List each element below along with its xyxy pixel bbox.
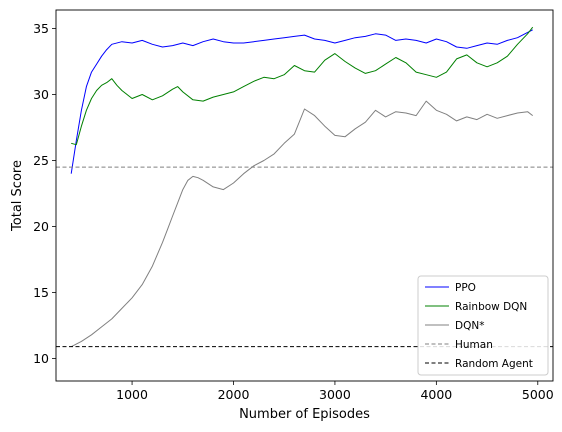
y-tick-label: 15 xyxy=(33,285,49,300)
plot-area xyxy=(56,26,553,348)
series-line-dqn xyxy=(70,100,534,348)
y-tick-label: 20 xyxy=(33,219,49,234)
y-tick-label: 30 xyxy=(33,87,49,102)
series-line-ppo xyxy=(70,29,533,174)
legend: PPO Rainbow DQN DQN* Human Random Agent xyxy=(417,275,549,376)
y-axis-label: Total Score xyxy=(10,160,25,232)
y-tick-label: 35 xyxy=(33,21,49,36)
legend-box xyxy=(417,275,549,376)
series-line-rainbow-dqn xyxy=(71,26,534,146)
legend-entry: DQN* xyxy=(455,320,484,332)
y-axis: 10 15 20 25 30 35 xyxy=(33,21,56,366)
y-tick-label: 10 xyxy=(33,351,49,366)
legend-entry: PPO xyxy=(455,282,476,294)
x-axis: 1000 2000 3000 4000 5000 xyxy=(116,381,554,402)
x-tick-label: 4000 xyxy=(420,387,452,402)
x-tick-label: 3000 xyxy=(319,387,351,402)
x-tick-label: 1000 xyxy=(116,387,148,402)
legend-entry: Rainbow DQN xyxy=(455,301,527,313)
legend-entry: Human xyxy=(455,339,493,351)
x-tick-label: 2000 xyxy=(218,387,250,402)
x-axis-label: Number of Episodes xyxy=(239,407,370,422)
y-tick-label: 25 xyxy=(33,153,49,168)
x-tick-label: 5000 xyxy=(522,387,554,402)
legend-entry: Random Agent xyxy=(455,358,533,370)
plot-frame xyxy=(55,9,554,382)
